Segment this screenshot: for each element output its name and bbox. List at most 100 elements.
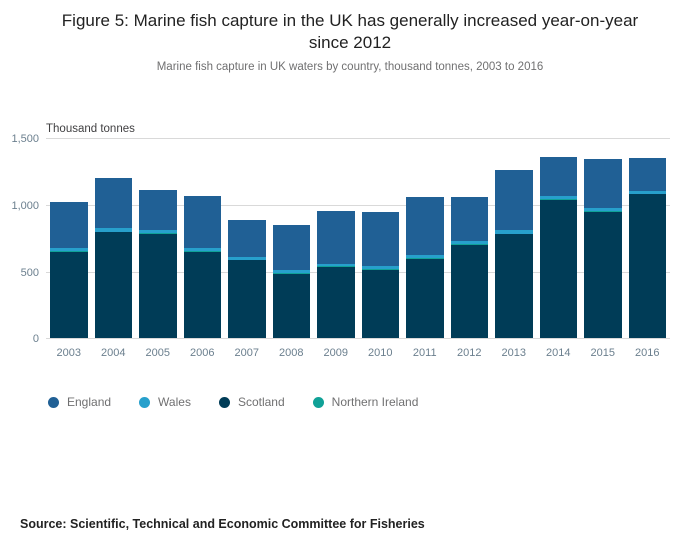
y-axis-tick: 500 [20,266,39,279]
bar-segment-england[interactable] [183,196,221,249]
bar-segment-wales[interactable] [228,256,266,260]
bar-segment-northern-ireland[interactable] [495,233,533,235]
bar-segment-wales[interactable] [450,240,488,245]
bar-segment-northern-ireland[interactable] [361,268,399,270]
bar-segment-wales[interactable] [139,230,177,233]
bar-segment-england[interactable] [94,177,132,229]
bar-2013[interactable] [495,170,533,339]
bar-segment-northern-ireland[interactable] [139,232,177,234]
legend-swatch-wales [139,396,151,408]
x-axis-tick: 2010 [368,347,393,360]
bar-segment-scotland[interactable] [628,194,666,339]
bar-segment-northern-ireland[interactable] [450,244,488,245]
bar-2006[interactable] [183,196,221,339]
bar-segment-scotland[interactable] [539,199,577,339]
stacked-bar-chart: Thousand tonnes 1,500 1,000 500 0 2003 2004 2… [0,123,700,359]
bar-segment-scotland[interactable] [406,258,444,339]
bar-segment-northern-ireland[interactable] [272,272,310,274]
bar-segment-wales[interactable] [584,208,622,211]
bars-group [50,139,666,339]
bar-segment-northern-ireland[interactable] [228,259,266,261]
bar-segment-scotland[interactable] [450,244,488,339]
bar-segment-england[interactable] [584,158,622,209]
bar-segment-england[interactable] [50,201,88,249]
bar-2014[interactable] [539,156,577,339]
gridline [46,204,670,206]
legend-item-northern-ireland: Northern Ireland [312,395,419,410]
bar-2010[interactable] [361,212,399,339]
bar-segment-wales[interactable] [183,248,221,251]
bar-segment-northern-ireland[interactable] [584,210,622,212]
bar-2005[interactable] [139,189,177,339]
bar-segment-wales[interactable] [628,190,666,194]
bar-segment-northern-ireland[interactable] [50,250,88,252]
x-axis-tick: 2014 [546,347,571,360]
legend-item-england: England [48,395,111,409]
bar-segment-wales[interactable] [50,248,88,251]
bar-segment-scotland[interactable] [50,251,88,339]
bar-segment-scotland[interactable] [139,233,177,339]
bar-segment-england[interactable] [272,224,310,271]
legend-swatch-england [48,396,59,408]
y-axis-unit-label: Thousand tonnes [46,123,135,136]
bar-segment-england[interactable] [317,210,355,264]
bar-segment-england[interactable] [628,157,666,191]
bar-segment-england[interactable] [406,196,444,255]
x-axis-tick: 2012 [457,347,482,360]
plot-area [46,138,670,340]
bar-segment-wales[interactable] [94,228,132,232]
x-axis-tick: 2007 [234,347,259,360]
bar-segment-northern-ireland[interactable] [183,250,221,252]
bar-2003[interactable] [50,201,88,339]
bar-2004[interactable] [94,177,132,339]
bar-segment-scotland[interactable] [317,266,355,339]
bar-segment-scotland[interactable] [584,211,622,339]
bar-2007[interactable] [228,220,266,339]
bar-segment-northern-ireland[interactable] [94,231,132,233]
bar-segment-wales[interactable] [361,266,399,269]
source-note: Source: Scientific, Technical and Econom… [20,517,425,531]
bar-segment-england[interactable] [539,156,577,197]
bar-segment-wales[interactable] [495,229,533,234]
bar-2011[interactable] [406,196,444,339]
bar-segment-wales[interactable] [406,254,444,259]
y-axis-tick: 1,500 [11,133,39,146]
bar-segment-northern-ireland[interactable] [406,258,444,259]
bar-2012[interactable] [450,196,488,339]
x-axis-tick: 2011 [412,347,437,360]
bar-segment-wales[interactable] [539,196,577,199]
bar-segment-scotland[interactable] [272,273,310,339]
bar-2015[interactable] [584,158,622,339]
bar-segment-england[interactable] [495,170,533,230]
bar-2009[interactable] [317,210,355,339]
bar-segment-england[interactable] [450,196,488,241]
bar-segment-england[interactable] [361,212,399,267]
bar-segment-england[interactable] [139,189,177,231]
bar-segment-northern-ireland[interactable] [628,193,666,195]
x-axis-tick: 2008 [279,347,304,360]
bar-segment-northern-ireland[interactable] [317,266,355,267]
x-axis-tick: 2015 [590,347,615,360]
legend-label: Northern Ireland [331,395,419,410]
bar-segment-wales[interactable] [272,270,310,273]
x-axis-tick: 2006 [190,347,215,360]
x-axis-tick: 2004 [101,347,126,360]
y-axis-tick: 0 [32,333,39,346]
bar-segment-scotland[interactable] [183,251,221,339]
plot-row: 1,500 1,000 500 0 [0,133,700,345]
bar-segment-scotland[interactable] [228,260,266,339]
y-axis-tick: 1,000 [11,199,39,212]
bar-segment-england[interactable] [228,220,266,257]
bar-segment-scotland[interactable] [495,234,533,339]
bar-segment-scotland[interactable] [361,269,399,339]
legend-label: England [67,395,112,410]
x-axis-tick: 2003 [56,347,81,360]
bar-2008[interactable] [272,224,310,339]
chart-subtitle: Marine fish capture in UK waters by coun… [156,61,544,74]
legend-swatch-scotland [218,396,230,408]
bar-segment-wales[interactable] [317,263,355,267]
bar-2016[interactable] [628,157,666,339]
x-axis-tick: 2016 [635,347,660,360]
bar-segment-northern-ireland[interactable] [539,198,577,200]
bar-segment-scotland[interactable] [94,232,132,339]
